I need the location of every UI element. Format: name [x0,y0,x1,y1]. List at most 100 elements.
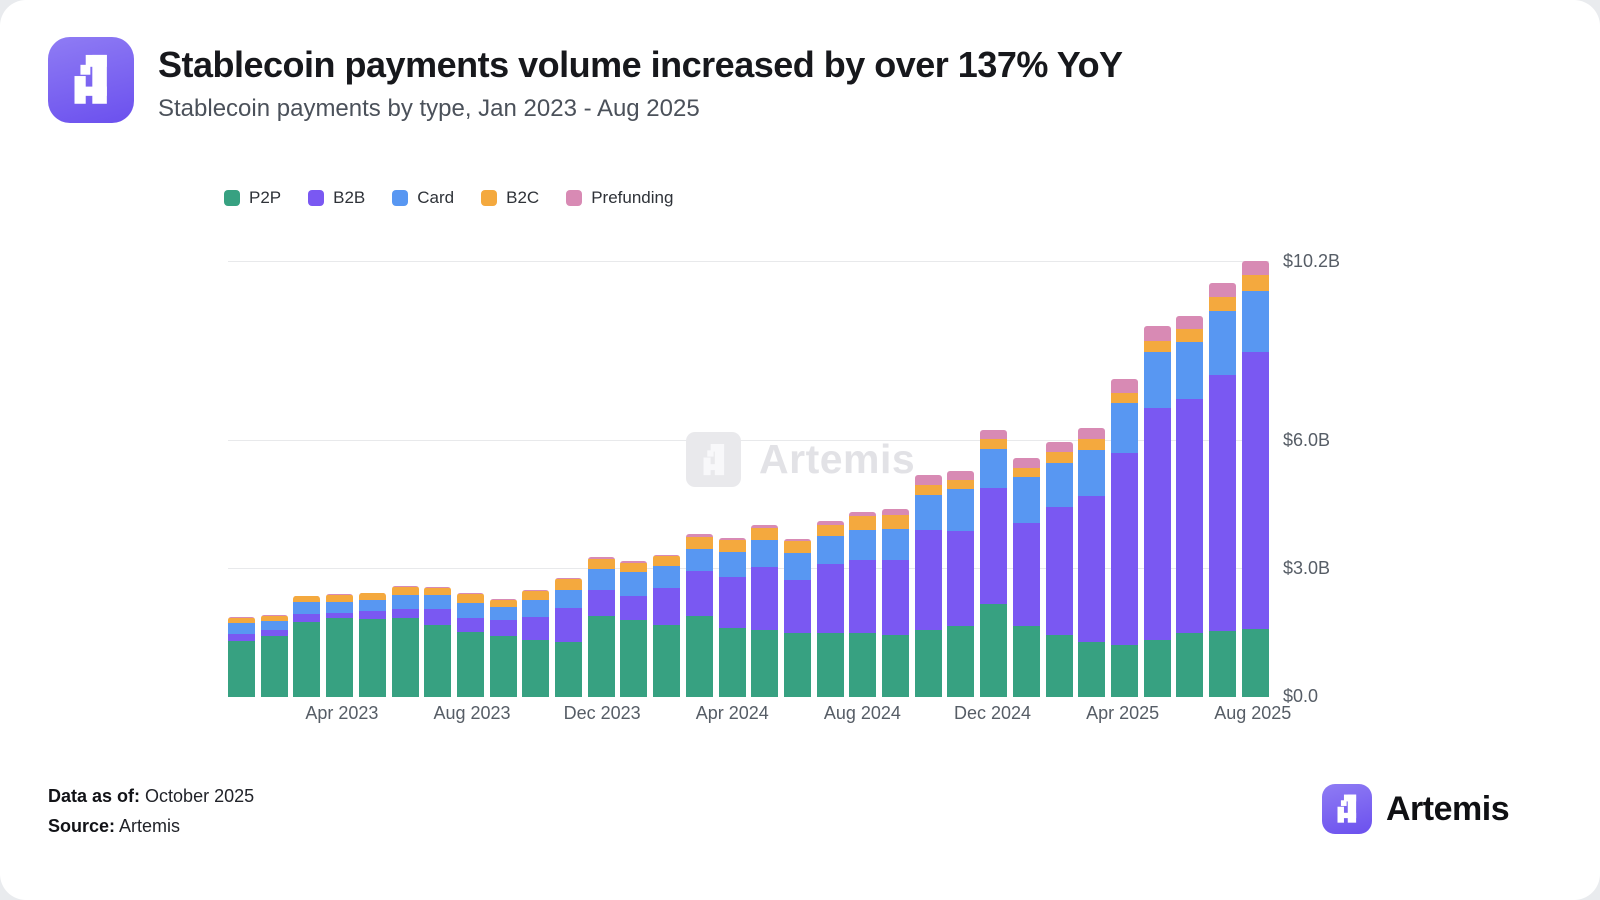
segment-card[interactable] [1110,402,1138,453]
segment-b2b[interactable] [1110,452,1138,645]
legend-item-b2c[interactable]: B2C [481,188,539,208]
segment-card[interactable] [391,594,419,609]
bar-feb-2025[interactable] [1045,442,1073,697]
segment-b2c[interactable] [456,593,484,603]
bar-jan-2024[interactable] [620,560,648,697]
segment-b2c[interactable] [1110,392,1138,403]
bar-jun-2024[interactable] [783,538,811,697]
segment-b2b[interactable] [1176,399,1204,633]
bar-jul-2023[interactable] [424,587,452,697]
segment-b2b[interactable] [358,611,386,619]
segment-card[interactable] [522,600,550,618]
segment-card[interactable] [587,568,615,590]
bar-dec-2024[interactable] [980,430,1008,697]
segment-b2c[interactable] [751,528,779,541]
segment-b2c[interactable] [391,586,419,595]
segment-b2b[interactable] [980,487,1008,605]
segment-prefunding[interactable] [653,554,681,557]
segment-b2b[interactable] [228,634,255,641]
bar-mar-2025[interactable] [1078,427,1106,697]
segment-prefunding[interactable] [424,587,452,588]
segment-b2b[interactable] [260,630,288,637]
segment-b2c[interactable] [685,536,713,549]
segment-b2b[interactable] [1012,522,1040,627]
segment-prefunding[interactable] [620,560,648,563]
segment-b2b[interactable] [424,609,452,625]
segment-prefunding[interactable] [718,537,746,540]
segment-b2b[interactable] [522,617,550,641]
segment-b2b[interactable] [391,608,419,619]
segment-p2p[interactable] [751,630,779,697]
segment-card[interactable] [620,572,648,596]
segment-b2c[interactable] [587,558,615,569]
segment-card[interactable] [685,548,713,572]
segment-b2b[interactable] [587,589,615,616]
segment-p2p[interactable] [228,640,255,697]
segment-b2b[interactable] [620,595,648,621]
segment-b2c[interactable] [849,516,877,531]
bar-feb-2024[interactable] [653,554,681,697]
segment-b2c[interactable] [1078,438,1106,451]
segment-card[interactable] [914,494,942,530]
segment-p2p[interactable] [1045,635,1073,697]
segment-b2b[interactable] [914,529,942,631]
segment-card[interactable] [882,528,910,561]
segment-prefunding[interactable] [849,511,877,517]
segment-prefunding[interactable] [1241,261,1269,276]
segment-prefunding[interactable] [522,589,550,591]
bar-may-2025[interactable] [1143,326,1171,697]
segment-b2c[interactable] [326,594,354,602]
segment-p2p[interactable] [358,618,386,697]
legend-item-card[interactable]: Card [392,188,454,208]
segment-b2b[interactable] [653,587,681,625]
segment-p2p[interactable] [1078,642,1106,697]
segment-card[interactable] [980,449,1008,488]
segment-card[interactable] [1241,290,1269,352]
segment-p2p[interactable] [522,640,550,697]
segment-prefunding[interactable] [260,615,288,616]
segment-p2p[interactable] [1143,639,1171,697]
segment-prefunding[interactable] [456,592,484,594]
segment-p2p[interactable] [718,627,746,697]
segment-prefunding[interactable] [489,599,517,601]
segment-b2b[interactable] [882,560,910,636]
segment-b2b[interactable] [783,579,811,634]
segment-b2c[interactable] [783,540,811,553]
bar-aug-2024[interactable] [849,511,877,697]
bar-apr-2023[interactable] [326,593,354,697]
bar-dec-2023[interactable] [587,557,615,697]
segment-b2b[interactable] [718,576,746,628]
segment-card[interactable] [1209,311,1237,375]
segment-card[interactable] [1045,463,1073,508]
segment-p2p[interactable] [947,626,975,697]
segment-b2c[interactable] [1045,452,1073,464]
segment-prefunding[interactable] [882,509,910,515]
bar-oct-2023[interactable] [522,589,550,697]
segment-p2p[interactable] [1012,626,1040,697]
bar-apr-2025[interactable] [1110,378,1138,697]
segment-prefunding[interactable] [816,520,844,525]
segment-card[interactable] [424,595,452,610]
segment-p2p[interactable] [1110,644,1138,697]
segment-card[interactable] [718,551,746,577]
segment-prefunding[interactable] [587,557,615,559]
segment-card[interactable] [1078,450,1106,497]
segment-b2c[interactable] [489,600,517,608]
bar-feb-2023[interactable] [260,615,288,697]
segment-b2b[interactable] [816,563,844,634]
segment-b2c[interactable] [555,579,583,591]
bar-jan-2023[interactable] [228,617,255,697]
segment-p2p[interactable] [685,615,713,697]
segment-p2p[interactable] [980,604,1008,697]
segment-prefunding[interactable] [1209,282,1237,297]
bar-nov-2023[interactable] [555,578,583,697]
segment-b2b[interactable] [947,530,975,627]
segment-card[interactable] [1176,342,1204,400]
bar-may-2024[interactable] [751,525,779,697]
bar-jan-2025[interactable] [1012,458,1040,697]
segment-p2p[interactable] [424,624,452,697]
segment-p2p[interactable] [326,618,354,697]
segment-card[interactable] [228,623,255,635]
bar-jul-2024[interactable] [816,520,844,697]
segment-p2p[interactable] [293,621,321,697]
